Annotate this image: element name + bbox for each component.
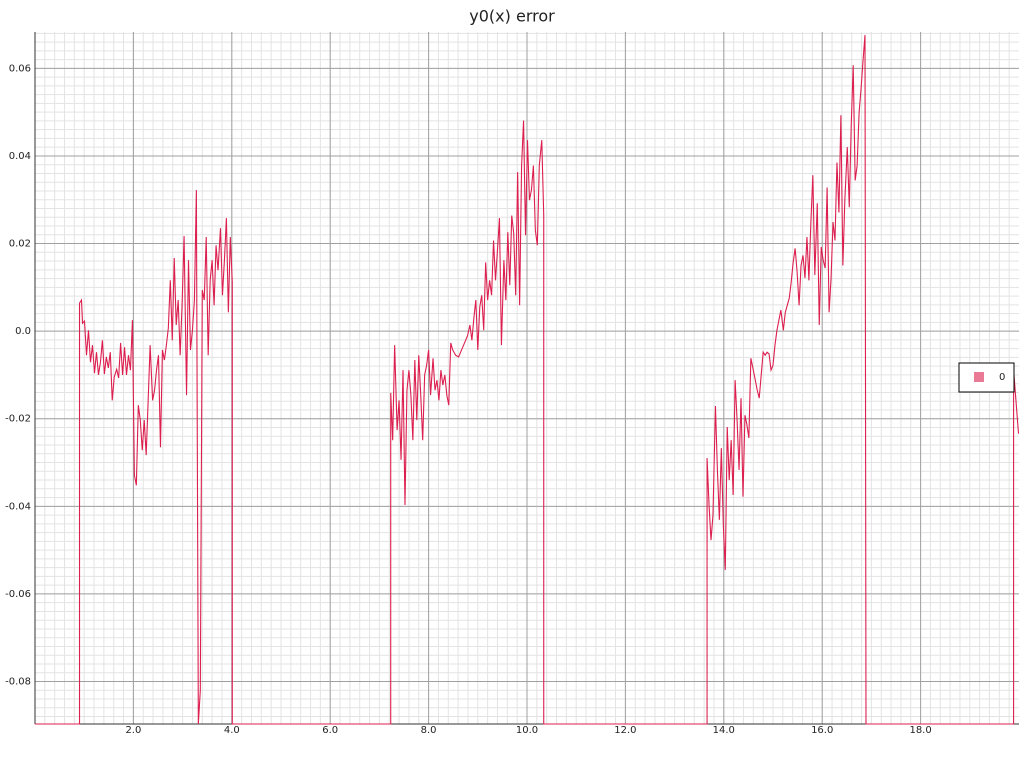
- x-tick-label: 6.0: [322, 725, 338, 736]
- y-tick-label: -0.02: [5, 414, 31, 425]
- x-tick-label: 18.0: [909, 725, 931, 736]
- x-tick-label: 4.0: [224, 725, 240, 736]
- legend-box: [958, 362, 1015, 393]
- y-tick-label: -0.08: [5, 677, 31, 688]
- x-tick-label: 10.0: [516, 725, 538, 736]
- line-series: [35, 35, 1020, 725]
- y-tick-label: -0.06: [5, 589, 31, 600]
- x-tick-label: 14.0: [713, 725, 735, 736]
- y-tick-label: 0.02: [9, 239, 31, 250]
- legend-label: 0: [999, 372, 1005, 383]
- legend-swatch: [974, 372, 984, 382]
- y-tick-label: 0.0: [15, 326, 31, 337]
- y-tick-label: -0.04: [5, 501, 31, 512]
- y-tick-label: 0.04: [9, 151, 31, 162]
- chart-title: y0(x) error: [469, 7, 555, 26]
- x-tick-label: 2.0: [125, 725, 141, 736]
- x-tick-label: 16.0: [811, 725, 833, 736]
- y-tick-label: 0.06: [9, 63, 31, 74]
- x-tick-label: 12.0: [614, 725, 636, 736]
- x-tick-label: 8.0: [421, 725, 437, 736]
